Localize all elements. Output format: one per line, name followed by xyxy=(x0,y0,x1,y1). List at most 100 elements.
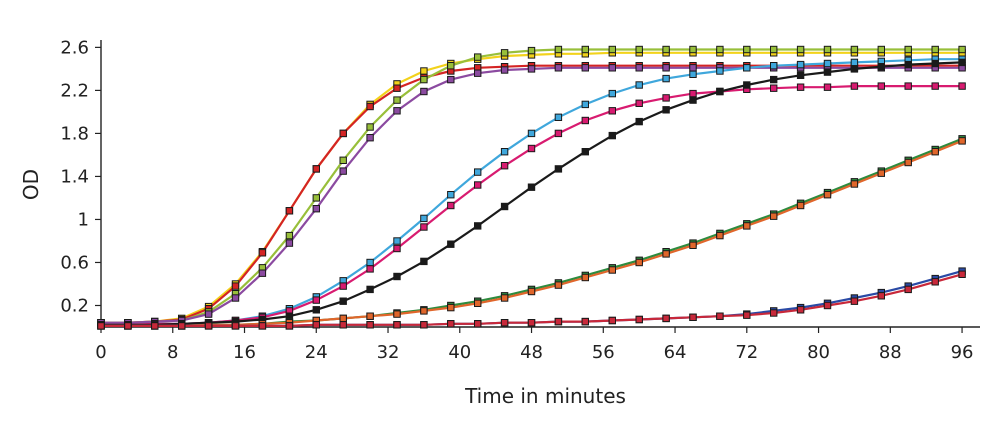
data-point xyxy=(635,258,643,267)
data-point xyxy=(662,45,670,54)
y-ticks: 0.2 0.6 1 1.4 1.8 2.2 2.6 xyxy=(60,37,101,316)
data-point xyxy=(554,129,563,138)
data-point xyxy=(366,285,374,294)
data-point xyxy=(716,87,724,96)
data-point xyxy=(904,82,912,90)
x-tick-label: 56 xyxy=(592,342,615,363)
data-point xyxy=(743,81,751,89)
y-tick-label: 0.6 xyxy=(60,252,89,273)
data-point xyxy=(366,258,374,267)
data-point xyxy=(124,322,132,330)
data-point xyxy=(554,64,563,72)
data-point xyxy=(689,70,697,78)
data-point xyxy=(393,272,401,281)
data-point xyxy=(393,84,401,92)
data-point xyxy=(393,321,401,329)
data-point xyxy=(420,321,428,329)
data-point xyxy=(770,75,778,84)
data-point xyxy=(635,315,643,324)
data-point xyxy=(97,322,105,330)
data-point xyxy=(393,96,401,104)
data-point xyxy=(231,322,240,330)
data-point xyxy=(204,322,213,330)
data-point xyxy=(420,67,428,75)
data-point xyxy=(258,322,267,330)
data-point xyxy=(474,53,482,61)
data-point xyxy=(716,231,724,240)
y-tick-label: 1 xyxy=(78,209,89,230)
data-point xyxy=(689,96,697,104)
y-tick-label: 2.2 xyxy=(60,80,89,101)
x-tick-label: 48 xyxy=(520,342,543,363)
data-point xyxy=(608,131,616,140)
data-point xyxy=(931,148,939,156)
data-point xyxy=(958,270,966,279)
data-point xyxy=(904,45,912,54)
data-point xyxy=(447,75,455,84)
data-point xyxy=(366,265,374,273)
data-point xyxy=(823,301,832,310)
data-point xyxy=(877,82,885,90)
data-point xyxy=(474,168,482,176)
data-point xyxy=(285,239,294,247)
data-point xyxy=(581,317,589,326)
data-point xyxy=(527,65,536,73)
data-point xyxy=(823,68,832,76)
data-point xyxy=(366,123,374,131)
data-point xyxy=(447,201,455,210)
data-point xyxy=(366,102,374,111)
data-point xyxy=(151,322,159,330)
data-point xyxy=(931,59,939,68)
data-point xyxy=(339,297,347,305)
data-point xyxy=(689,64,697,72)
data-point xyxy=(527,319,536,327)
data-point xyxy=(554,317,563,326)
data-point xyxy=(581,148,589,156)
data-point xyxy=(689,313,697,322)
data-point xyxy=(689,241,697,250)
data-point xyxy=(823,45,832,54)
data-point xyxy=(958,58,966,67)
data-point xyxy=(474,181,482,189)
data-point xyxy=(474,299,482,308)
data-point xyxy=(420,223,428,231)
data-point xyxy=(554,165,563,173)
series-markers xyxy=(97,45,966,330)
data-point xyxy=(527,129,536,138)
data-point xyxy=(635,81,643,89)
data-point xyxy=(339,129,347,138)
series-purple-line xyxy=(101,66,963,324)
data-point xyxy=(823,191,832,199)
data-point xyxy=(339,321,347,329)
data-point xyxy=(312,165,321,173)
data-point xyxy=(312,194,321,202)
data-point xyxy=(527,46,536,55)
data-point xyxy=(877,45,885,54)
data-point xyxy=(339,314,347,323)
series-crimson-markers xyxy=(97,270,966,330)
data-point xyxy=(796,45,805,54)
data-point xyxy=(608,107,616,115)
data-point xyxy=(823,59,832,68)
data-point xyxy=(743,222,751,230)
data-point xyxy=(204,310,213,318)
data-point xyxy=(447,62,455,70)
data-point xyxy=(393,244,401,253)
data-point xyxy=(662,74,670,83)
data-point xyxy=(689,89,697,98)
data-point xyxy=(662,314,670,323)
data-point xyxy=(500,319,509,327)
data-point xyxy=(635,45,643,54)
data-point xyxy=(474,222,482,230)
data-point xyxy=(796,201,805,210)
data-point xyxy=(581,116,589,125)
data-point xyxy=(178,322,186,330)
data-point xyxy=(554,45,563,54)
data-point xyxy=(877,169,885,177)
data-point xyxy=(393,310,401,318)
y-tick-label: 0.2 xyxy=(60,295,89,316)
x-tick-label: 24 xyxy=(305,342,328,363)
data-point xyxy=(447,303,455,312)
data-point xyxy=(850,82,859,90)
